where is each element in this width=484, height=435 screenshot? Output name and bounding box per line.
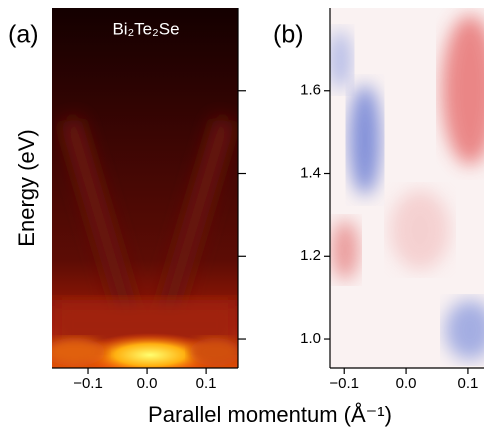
y-tick-label: 1.2 bbox=[300, 247, 321, 264]
panel-label: (a) bbox=[8, 21, 39, 49]
y-tick-label: 1.0 bbox=[300, 330, 321, 347]
panel-label: (b) bbox=[273, 21, 304, 49]
x-tick-label: 0.0 bbox=[396, 375, 417, 392]
x-tick-label: −0.1 bbox=[329, 375, 359, 392]
heatmap-a bbox=[52, 8, 238, 368]
x-tick-label: 0.1 bbox=[457, 375, 478, 392]
y-axis-label: Energy (eV) bbox=[14, 129, 39, 246]
y-tick-label: 1.4 bbox=[300, 164, 321, 181]
x-axis-label: Parallel momentum (Å⁻¹) bbox=[148, 402, 392, 427]
y-tick-label: 1.6 bbox=[300, 82, 321, 99]
heatmap-b bbox=[330, 8, 484, 368]
x-tick-label: −0.1 bbox=[73, 375, 103, 392]
x-tick-label: 0.0 bbox=[137, 375, 158, 392]
x-tick-label: 0.1 bbox=[196, 375, 217, 392]
panel-title: Bi₂Te₂Se bbox=[112, 19, 179, 38]
